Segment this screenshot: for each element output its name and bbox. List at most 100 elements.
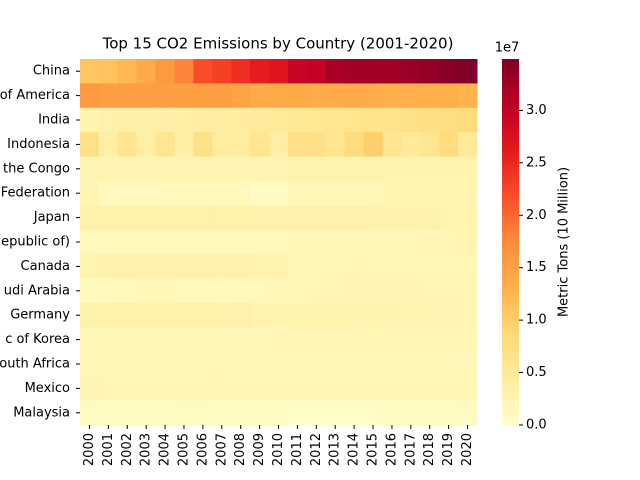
heat-cell [117, 254, 138, 280]
y-tick-label: of America [0, 88, 70, 103]
heat-cell [174, 132, 194, 158]
heat-cell [231, 376, 251, 402]
heat-cell [420, 156, 440, 182]
heat-cell [344, 376, 365, 402]
colorbar-segment [502, 157, 519, 163]
colorbar-segment [502, 59, 519, 64]
heat-cell [420, 132, 440, 158]
heat-cell [401, 400, 421, 426]
heat-cell [401, 132, 421, 158]
heat-cell [212, 351, 232, 377]
heat-cell [117, 132, 138, 158]
heat-cell [80, 254, 100, 280]
colorbar-segment [502, 154, 519, 159]
colorbar-segment [502, 263, 519, 269]
colorbar-segment [502, 113, 519, 119]
heat-cell [382, 229, 402, 255]
x-tick-label: 2004 [158, 433, 173, 466]
heat-cell [174, 229, 194, 255]
colorbar-segment [502, 124, 519, 130]
x-tick-label: 2017 [403, 433, 418, 466]
x-tick-label: 2018 [422, 433, 437, 466]
heat-cell [212, 83, 232, 109]
heat-cell [212, 254, 232, 280]
heat-cell [193, 400, 213, 426]
heat-cell [98, 303, 119, 328]
heat-cell [344, 107, 365, 133]
heat-cell [98, 107, 119, 133]
colorbar-segment [502, 135, 519, 141]
colorbar-segment [502, 143, 519, 148]
heat-cell [117, 156, 138, 182]
colorbar-segment [502, 77, 519, 82]
heat-cell [155, 83, 176, 109]
colorbar-segment [502, 172, 519, 177]
heat-cell [363, 229, 383, 255]
heat-cell [269, 376, 289, 402]
heat-cell [287, 400, 308, 426]
heat-cell [325, 400, 346, 426]
y-tick-label: Canada [21, 259, 70, 274]
heat-cell [117, 83, 138, 109]
heat-cell [344, 156, 365, 182]
heat-cell [420, 376, 440, 402]
heat-cell [325, 156, 346, 182]
heat-cell [212, 303, 232, 328]
x-tick-label: 2001 [101, 433, 116, 466]
heat-cell [458, 327, 478, 353]
heat-cell [212, 156, 232, 182]
heat-cell [325, 132, 346, 158]
heat-cell [155, 400, 176, 426]
y-tick-label: Federation [1, 186, 70, 201]
heat-cell [174, 59, 194, 84]
x-tick-label: 2015 [366, 433, 381, 466]
heat-cell [269, 156, 289, 182]
heat-cell [344, 59, 365, 84]
heat-cell [458, 83, 478, 109]
heat-cell [439, 327, 459, 353]
heat-cell [325, 229, 346, 255]
colorbar-segment [502, 102, 519, 108]
heat-cell [155, 205, 176, 231]
heat-cell [458, 205, 478, 231]
heat-cell [382, 59, 402, 84]
heat-cell [363, 351, 383, 377]
heat-cell [420, 229, 440, 255]
heat-cell [420, 59, 440, 84]
heat-cell [80, 278, 100, 304]
heat-cell [269, 400, 289, 426]
colorbar-segment [502, 216, 519, 221]
colorbar-segment [502, 146, 519, 152]
heat-cell [193, 254, 213, 280]
colorbar-segment [502, 421, 519, 426]
heat-cell [174, 254, 194, 280]
colorbar-tick-label: 2.0 [526, 208, 547, 223]
heat-cell [401, 327, 421, 353]
colorbar-segment [502, 260, 519, 265]
heat-cell [193, 181, 213, 206]
heat-cell [193, 205, 213, 231]
x-tick-label: 2016 [384, 433, 399, 466]
y-tick-label: udi Arabia [4, 283, 70, 298]
heat-cell [287, 205, 308, 231]
heat-cell [458, 376, 478, 402]
heat-cell [98, 278, 119, 304]
heat-cell [155, 351, 176, 377]
heat-cell [231, 351, 251, 377]
heat-cell [325, 83, 346, 109]
heat-cell [382, 132, 402, 158]
heat-cell [174, 376, 194, 402]
colorbar-segment [502, 278, 519, 283]
heat-cell [231, 303, 251, 328]
heat-cell [287, 376, 308, 402]
heat-cell [250, 132, 270, 158]
heat-cell [117, 278, 138, 304]
heat-cell [98, 229, 119, 255]
heat-cell [306, 376, 327, 402]
colorbar-segment [502, 187, 519, 192]
heat-cell [174, 303, 194, 328]
colorbar-segment [502, 322, 519, 327]
y-tick-label: c of Korea [5, 332, 70, 347]
colorbar-segment [502, 95, 519, 100]
heat-cell [136, 254, 157, 280]
